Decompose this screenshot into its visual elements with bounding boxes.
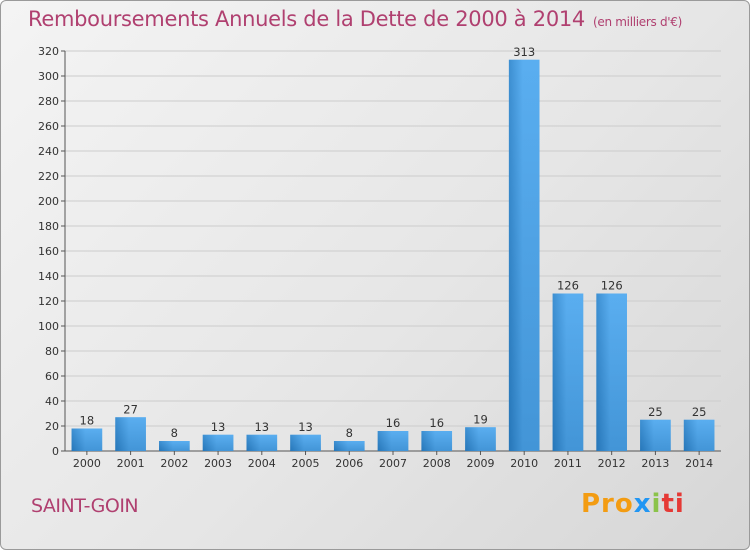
data-label: 8 [171,426,178,440]
y-tick-label: 160 [38,245,59,258]
x-tick-label: 2012 [598,457,626,470]
x-tick-label: 2003 [204,457,232,470]
bar-shade [552,293,584,451]
bar-shade [377,431,409,451]
y-tick-label: 200 [38,195,59,208]
bar-group [508,59,540,451]
x-tick-label: 2009 [466,457,494,470]
y-tick-label: 40 [45,395,59,408]
x-tick-label: 2000 [73,457,101,470]
y-tick-label: 100 [38,320,59,333]
x-tick-label: 2013 [641,457,669,470]
bar-shade [115,417,146,451]
title-text: Remboursements Annuels de la Dette de 20… [28,7,585,31]
proxiti-logo: Proxiti [581,489,685,519]
bar-shade [683,419,715,451]
bar-shade [333,441,365,451]
bar-shade [640,419,671,451]
x-tick-label: 2005 [292,457,320,470]
bar-group [421,431,453,451]
data-label: 313 [513,45,535,59]
bar-shade [71,428,103,451]
bar-shade [202,434,234,451]
x-tick-label: 2008 [423,457,451,470]
data-label: 126 [601,279,623,293]
bar-group [202,434,234,451]
bar-group [596,293,627,451]
bar-group [377,431,409,451]
data-label: 13 [211,420,226,434]
bar-shade [159,441,190,451]
data-label: 19 [473,412,488,426]
x-tick-label: 2002 [160,457,188,470]
bar-group [159,441,190,451]
data-label: 18 [80,414,95,428]
bar-shade [421,431,453,451]
x-tick-label: 2006 [335,457,363,470]
logo-part: Pro [581,489,634,519]
data-label: 13 [298,420,313,434]
data-label: 25 [648,405,663,419]
x-tick-label: 2014 [685,457,713,470]
bar-group [290,434,321,451]
data-label: 25 [692,405,707,419]
y-tick-label: 180 [38,220,59,233]
y-tick-label: 300 [38,70,59,83]
logo-part: i [651,489,662,519]
data-label: 16 [429,416,444,430]
unit-label: (en milliers d'€) [593,15,683,29]
y-tick-label: 320 [38,45,59,58]
x-tick-label: 2011 [554,457,582,470]
bar-shade [246,434,278,451]
x-tick-label: 2007 [379,457,407,470]
y-tick-label: 220 [38,170,59,183]
bar-shade [508,59,540,451]
place-name: SAINT-GOIN [31,495,139,517]
chart-title: Remboursements Annuels de la Dette de 20… [28,7,682,31]
data-label: 16 [386,416,401,430]
bar-shade [596,293,627,451]
logo-part: x [633,489,652,519]
bar-shade [465,427,496,451]
bar-group [640,419,671,451]
data-label: 126 [557,279,579,293]
y-tick-label: 60 [45,370,59,383]
y-tick-label: 20 [45,420,59,433]
data-label: 8 [346,426,353,440]
data-label: 13 [254,420,269,434]
bar-group [246,434,278,451]
data-label: 27 [123,402,138,416]
y-tick-label: 80 [45,345,59,358]
bar-group [465,427,496,451]
x-tick-label: 2001 [117,457,145,470]
bar-group [115,417,146,451]
y-tick-label: 140 [38,270,59,283]
bar-group [71,428,103,451]
bar-group [333,441,365,451]
x-tick-label: 2010 [510,457,538,470]
x-tick-label: 2004 [248,457,276,470]
y-tick-label: 260 [38,120,59,133]
y-tick-label: 280 [38,95,59,108]
bar-group [683,419,715,451]
bar-group [552,293,584,451]
y-tick-label: 240 [38,145,59,158]
logo-part: ti [661,489,685,519]
y-tick-label: 0 [52,445,59,458]
bar-shade [290,434,321,451]
y-tick-label: 120 [38,295,59,308]
